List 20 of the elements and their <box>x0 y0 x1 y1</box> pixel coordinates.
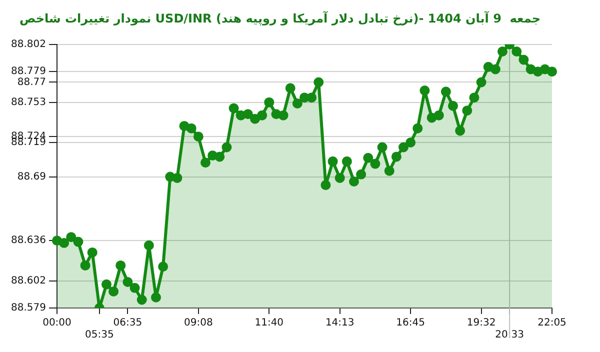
x-tick-label: 19:32 <box>466 318 496 329</box>
y-tick-label: 88.779 <box>10 66 46 78</box>
y-tick-label: 88.69 <box>17 171 46 182</box>
y-tick-label: 88.579 <box>10 302 46 314</box>
x-tick-label: 06:35 <box>113 318 142 329</box>
x-tick-label: 20:33 <box>495 330 524 341</box>
y-tick-label: 88.719 <box>10 137 46 148</box>
y-tick-label: 88.602 <box>10 275 46 286</box>
x-tick-label: 16:45 <box>396 318 425 329</box>
y-tick-label: 88.77 <box>17 76 46 88</box>
x-tick-label: 00:00 <box>42 318 72 329</box>
x-tick-label: 05:35 <box>85 330 114 341</box>
y-tick-label: 88.636 <box>10 235 46 246</box>
y-tick-label: 88.802 <box>10 38 46 50</box>
x-tick-label: 11:40 <box>254 318 284 329</box>
y-tick-label: 88.753 <box>10 96 46 108</box>
x-tick-label: 22:05 <box>538 318 566 329</box>
x-tick-label: 09:08 <box>184 318 213 329</box>
chart-title: نمودار تغییرات شاخص USD/INR (نرخ تبادل دلار آمریکا و روپیه هند)- جمعه 9 آبان 1404 <box>19 10 541 26</box>
x-tick-label: 14:13 <box>325 318 354 329</box>
